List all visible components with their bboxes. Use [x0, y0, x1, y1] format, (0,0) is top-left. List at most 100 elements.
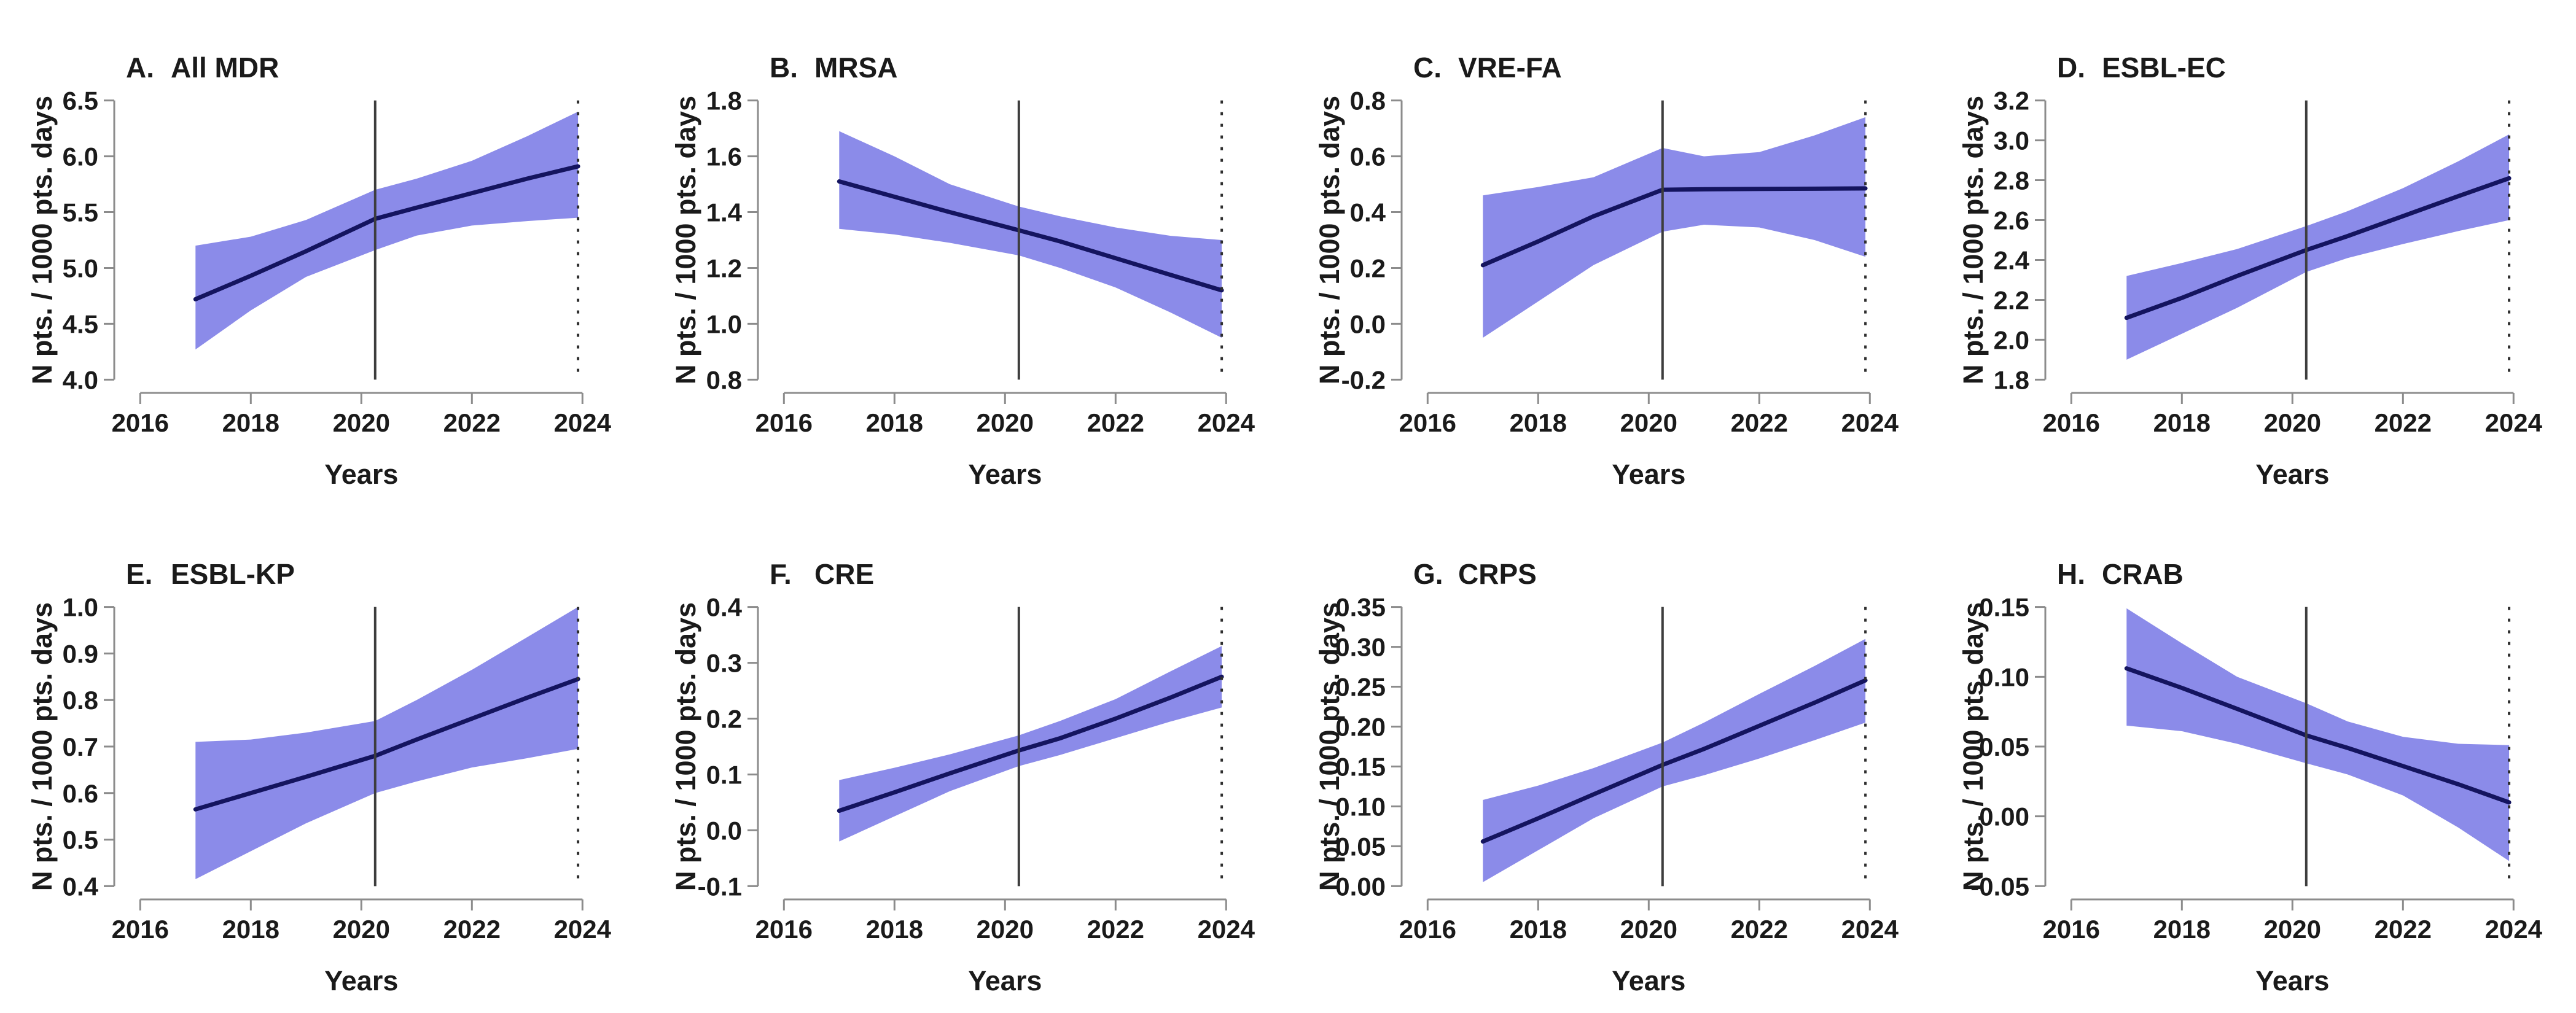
y-tick-label: 0.35 — [1335, 593, 1386, 622]
y-tick-label: 0.4 — [1350, 198, 1386, 227]
y-tick-label: 0.8 — [706, 365, 742, 394]
chart-D: 1.8 2.0 2.2 2.4 2.6 2.8 3.0 3.2 2016 2018 2020 2022… — [1957, 52, 2543, 490]
y-tick-label: 0.20 — [1335, 713, 1386, 742]
x-tick-label: 2016 — [2043, 408, 2100, 437]
y-axis-label: N pts. / 1000 pts. days — [1957, 96, 1989, 384]
x-tick-label: 2020 — [977, 408, 1034, 437]
x-tick-label: 2016 — [755, 408, 813, 437]
x-tick-label: 2018 — [866, 915, 923, 944]
x-tick-label: 2020 — [333, 915, 390, 944]
panel-H: -0.05 0.00 0.05 0.10 0.15 2016 2018 2020 2022 202… — [1931, 506, 2575, 1013]
x-tick-label: 2024 — [2485, 408, 2543, 437]
trend-line — [193, 677, 580, 812]
y-tick-label: 2.4 — [1994, 246, 2030, 274]
y-tick-label: 0.0 — [1350, 309, 1386, 338]
panel-letter: B. — [770, 52, 798, 83]
trend-line — [2124, 666, 2512, 805]
x-tick-label: 2016 — [1399, 915, 1456, 944]
y-axis-label: N pts. / 1000 pts. days — [26, 96, 58, 384]
confidence-band — [1483, 117, 1866, 338]
y-tick-label: 0.3 — [706, 649, 742, 678]
y-tick-label: 0.5 — [63, 826, 98, 855]
x-tick-label: 2016 — [112, 915, 169, 944]
x-tick-label: 2024 — [1198, 408, 1255, 437]
x-tick-label: 2020 — [333, 408, 390, 437]
panel-B: 0.8 1.0 1.2 1.4 1.6 1.8 2016 2018 2020 2022 2024 B.… — [644, 0, 1287, 506]
x-tick-label: 2018 — [2153, 408, 2211, 437]
x-tick-label: 2018 — [1510, 915, 1567, 944]
y-tick-label: 1.4 — [706, 198, 743, 227]
panel-E: 0.4 0.5 0.6 0.7 0.8 0.9 1.0 2016 2018 2020 2022 202… — [0, 506, 644, 1013]
x-tick-label: 2016 — [2043, 915, 2100, 944]
x-tick-label: 2018 — [866, 408, 923, 437]
x-tick-label: 2020 — [977, 915, 1034, 944]
y-tick-label: 0.2 — [1350, 254, 1386, 282]
y-tick-label: 3.0 — [1994, 126, 2029, 155]
y-tick-label: 1.0 — [63, 593, 98, 622]
x-tick-label: 2022 — [2375, 408, 2432, 437]
y-tick-label: 4.5 — [63, 309, 98, 338]
y-axis-label: N pts. / 1000 pts. days — [1314, 96, 1345, 384]
y-tick-label: 0.8 — [63, 686, 98, 715]
panel-title: CRPS — [1458, 558, 1537, 590]
x-axis-label: Years — [968, 965, 1042, 996]
panel-F: -0.1 0.0 0.1 0.2 0.3 0.4 2016 2018 2020 2022 2024 F… — [644, 506, 1287, 1013]
chart-F: -0.1 0.0 0.1 0.2 0.3 0.4 2016 2018 2020 2022 2024 F… — [670, 558, 1255, 996]
y-tick-label: 2.8 — [1994, 166, 2029, 195]
y-tick-label: 0.10 — [1335, 792, 1386, 821]
x-tick-label: 2020 — [1620, 408, 1677, 437]
trend-line — [1480, 186, 1868, 268]
x-tick-label: 2018 — [2153, 915, 2211, 944]
y-axis-label: N pts. / 1000 pts. days — [670, 602, 701, 891]
y-tick-label: 0.4 — [63, 872, 99, 901]
y-tick-label: 0.15 — [1335, 752, 1386, 781]
trend-line — [1480, 678, 1868, 844]
y-tick-label: -0.1 — [698, 872, 742, 901]
x-tick-label: 2020 — [2264, 408, 2321, 437]
panel-title: ESBL-KP — [171, 558, 295, 590]
y-tick-label: 0.8 — [1350, 87, 1386, 115]
x-tick-label: 2018 — [222, 408, 279, 437]
x-tick-label: 2018 — [222, 915, 279, 944]
y-axis-label: N pts. / 1000 pts. days — [1314, 602, 1345, 891]
y-tick-label: 3.2 — [1994, 87, 2029, 115]
y-axis-label: N pts. / 1000 pts. days — [670, 96, 701, 384]
y-tick-label: 1.0 — [706, 309, 742, 338]
y-tick-label: 0.10 — [1979, 662, 2029, 691]
panel-letter: F. — [770, 558, 792, 590]
y-tick-label: 2.2 — [1994, 285, 2029, 314]
trend-line — [2124, 176, 2512, 320]
trend-line — [837, 179, 1224, 293]
y-tick-label: 2.0 — [1994, 325, 2029, 354]
y-tick-label: 0.6 — [1350, 142, 1386, 171]
y-tick-label: 0.7 — [63, 732, 98, 761]
y-tick-label: 6.5 — [63, 87, 98, 115]
chart-E: 0.4 0.5 0.6 0.7 0.8 0.9 1.0 2016 2018 2020 2022 202… — [26, 558, 612, 996]
panel-letter: H. — [2057, 558, 2085, 590]
y-tick-label: 1.8 — [706, 87, 742, 115]
y-tick-label: 1.8 — [1994, 365, 2029, 394]
panel-title: CRE — [814, 558, 874, 590]
x-tick-label: 2022 — [443, 408, 501, 437]
y-tick-label: 5.5 — [63, 198, 98, 227]
panel-title: VRE-FA — [1458, 52, 1562, 83]
x-tick-label: 2022 — [443, 915, 501, 944]
x-axis-label: Years — [2255, 965, 2329, 996]
panel-title: All MDR — [171, 52, 279, 83]
chart-B: 0.8 1.0 1.2 1.4 1.6 1.8 2016 2018 2020 2022 2024 B.… — [670, 52, 1255, 490]
trend-line — [837, 674, 1224, 813]
panel-C: -0.2 0.0 0.2 0.4 0.6 0.8 2016 2018 2020 2022 2024 C… — [1287, 0, 1931, 506]
x-tick-label: 2022 — [1731, 915, 1788, 944]
y-tick-label: 0.4 — [706, 593, 743, 622]
x-axis-label: Years — [968, 459, 1042, 490]
confidence-band — [195, 111, 579, 350]
panel-A: 4.0 4.5 5.0 5.5 6.0 6.5 2016 2018 2020 2022 2024 A.… — [0, 0, 644, 506]
y-tick-label: 0.25 — [1335, 673, 1386, 702]
y-tick-label: 0.2 — [706, 705, 742, 734]
panel-letter: A. — [126, 52, 154, 83]
y-axis-label: N pts. / 1000 pts. days — [26, 602, 58, 891]
chart-G: 0.00 0.05 0.10 0.15 0.20 0.25 0.30 0.35 2016 2018… — [1314, 558, 1899, 996]
x-tick-label: 2020 — [1620, 915, 1677, 944]
y-tick-label: 1.2 — [706, 254, 742, 282]
